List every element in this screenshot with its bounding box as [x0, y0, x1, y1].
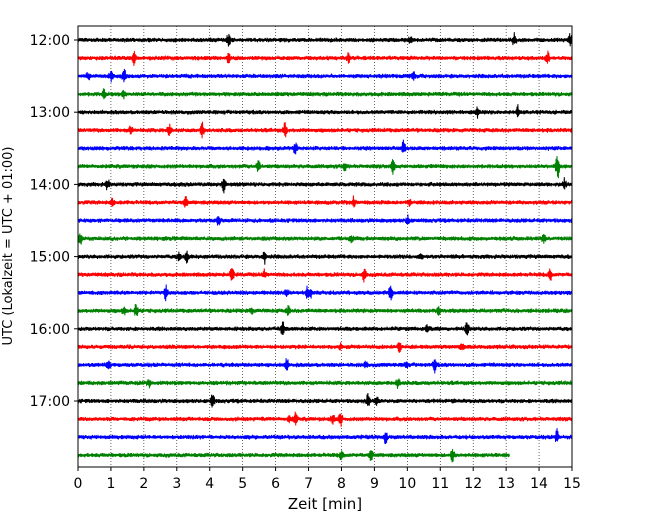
x-tick-label: 8	[337, 476, 346, 492]
x-tick-label: 2	[139, 476, 148, 492]
x-tick-label: 10	[398, 476, 416, 492]
y-tick-label: 16:00	[30, 322, 70, 338]
trace-1215	[77, 50, 573, 66]
x-tick-label: 15	[563, 476, 581, 492]
trace-1330	[77, 139, 573, 155]
trace-1230	[77, 68, 573, 83]
trace-1715	[77, 411, 573, 427]
x-tick-label: 9	[370, 476, 379, 492]
trace-1315	[77, 121, 573, 139]
trace-1415	[77, 195, 573, 208]
y-tick-label: 15:00	[30, 250, 70, 266]
traces	[77, 32, 573, 463]
x-tick-label: 12	[464, 476, 482, 492]
trace-1300	[77, 104, 573, 119]
x-axis-label: Zeit [min]	[288, 495, 362, 513]
trace-1500	[77, 250, 573, 265]
y-axis: 12:00 13:00 14:00 15:00 16:00 17:00	[30, 33, 78, 410]
x-tick-label: 13	[497, 476, 515, 492]
trace-1200	[77, 32, 573, 47]
x-tick-label: 5	[238, 476, 247, 492]
trace-1645	[77, 378, 573, 389]
trace-1600	[77, 321, 573, 336]
x-tick-label: 3	[172, 476, 181, 492]
x-tick-label: 0	[74, 476, 83, 492]
trace-1615	[77, 341, 573, 353]
trace-1745	[77, 448, 510, 463]
trace-1515	[77, 268, 573, 283]
trace-1445	[77, 233, 573, 245]
trace-1630	[77, 358, 573, 374]
trace-1345	[77, 155, 573, 179]
y-axis-label: UTC (Lokalzeit = UTC + 01:00)	[1, 147, 16, 346]
trace-1545	[77, 303, 573, 316]
plot-frame	[77, 25, 573, 468]
y-tick-label: 14:00	[30, 177, 70, 193]
trace-1400	[77, 177, 573, 194]
x-tick-label: 4	[205, 476, 214, 492]
y-tick-label: 12:00	[30, 33, 70, 49]
y-tick-label: 17:00	[30, 394, 70, 410]
x-tick-label: 14	[530, 476, 548, 492]
trace-1430	[77, 214, 573, 226]
x-tick-label: 1	[106, 476, 115, 492]
trace-1530	[77, 284, 573, 302]
trace-1700	[77, 392, 573, 408]
x-tick-label: 7	[304, 476, 313, 492]
y-tick-label: 13:00	[30, 105, 70, 121]
trace-1245	[77, 88, 573, 100]
x-tick-label: 6	[271, 476, 280, 492]
x-axis: 0 1 2 3 4 5 6 7 8 9 10 11 12 13 14 15	[74, 467, 581, 492]
trace-1730	[77, 428, 573, 445]
x-tick-label: 11	[431, 476, 449, 492]
